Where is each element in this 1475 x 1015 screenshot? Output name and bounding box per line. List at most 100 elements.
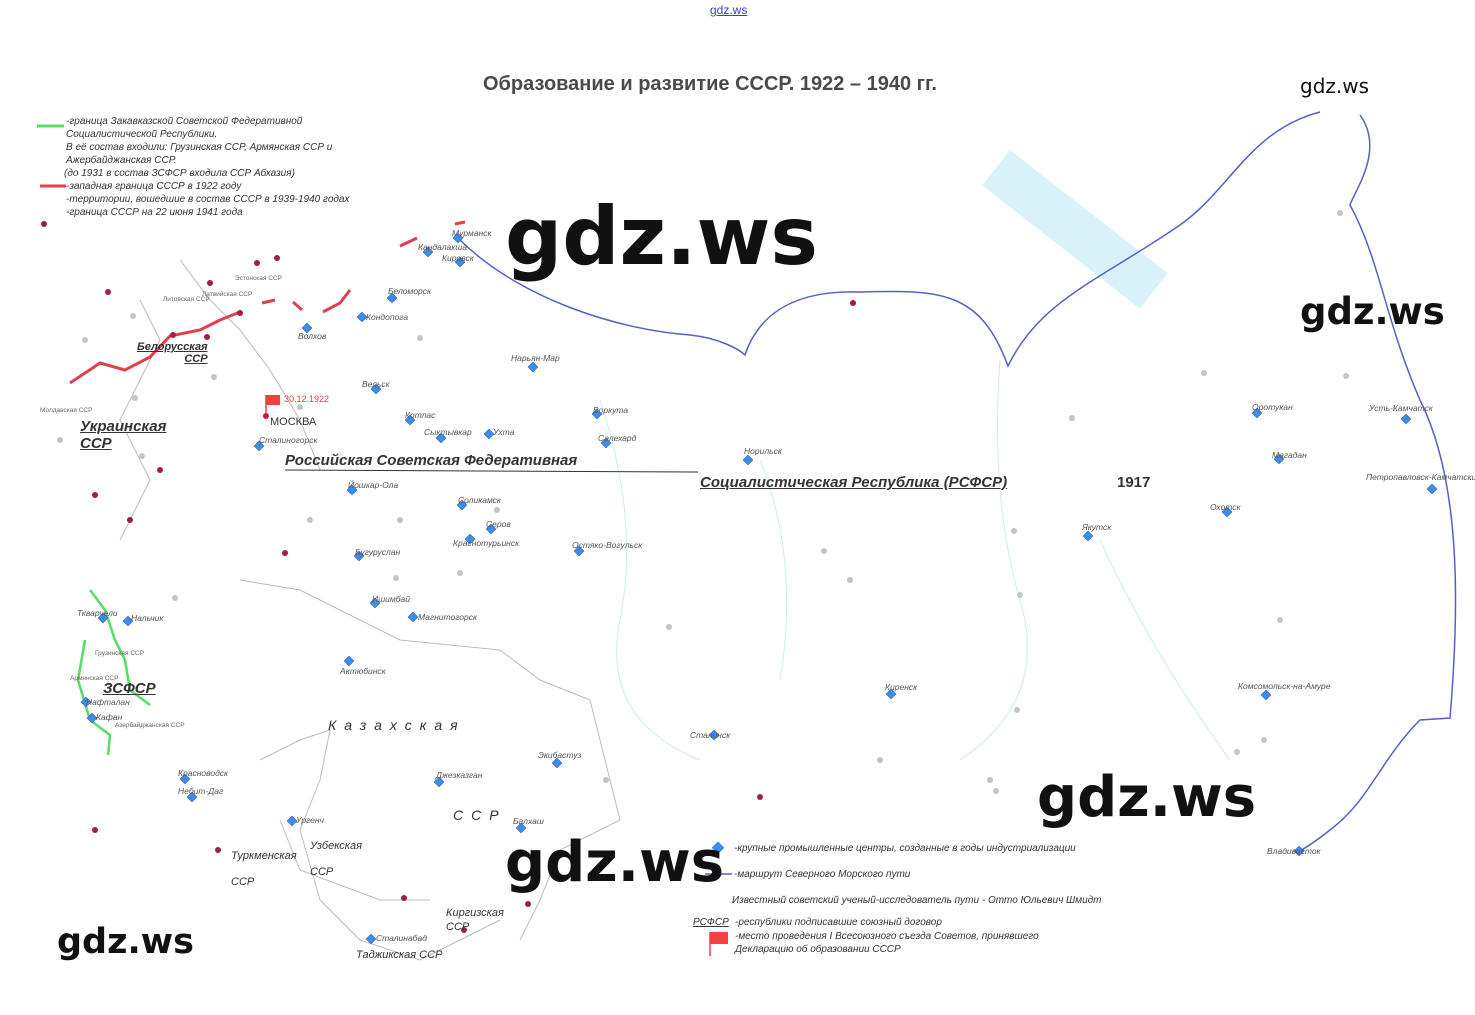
settlement-dot [821,548,827,554]
settlement-dot [139,453,145,459]
label-line: ССР [231,876,255,888]
watermark: gdz.ws [505,190,819,283]
turkmen-label: Туркменская ССР [231,843,297,895]
legend-line: Ажербайджанская ССР. [66,155,177,166]
settlement-dot [877,757,883,763]
kazakh-label-1: Казахская [328,717,466,733]
industrial-center-icon [122,615,134,627]
legend-diamond-icon [711,841,725,855]
territory-markers [57,210,1349,933]
industrial-center-icon [1426,483,1438,495]
city-label: Балхаш [513,816,544,826]
label-line: Киргизская [446,907,504,919]
ice-area [982,150,1168,309]
territory-dot [170,332,176,338]
city-label: Кировск [442,253,474,263]
industrial-center-icon [353,550,365,562]
industrial-center-icon [483,428,495,440]
city-label: Небит-Даг [178,786,224,796]
legend-zsfsr: -граница Закавказской Советской Федерати… [64,115,350,219]
west-border-1922 [69,220,466,385]
settlement-dot [82,337,88,343]
city-label: Сыктывкар [424,427,472,437]
industrial-center-icon [573,545,585,557]
industrial-center-icon [464,533,476,545]
settlement-dot [393,575,399,581]
legend-line: Декларацию об образовании СССР [735,944,901,955]
city-label: Нафталан [86,697,130,707]
industrial-center-icon [485,523,497,535]
label-line: ССР [184,353,208,365]
legend-sea-route: -маршрут Северного Морского пути [734,869,911,880]
settlement-dot [987,777,993,783]
northern-sea-route [457,111,1457,852]
industrial-center-icon [527,361,539,373]
industrial-center-icon [1400,413,1412,425]
watermark: gdz.ws [1037,765,1257,830]
legend-line: Социалистической Республики. [66,129,218,140]
city-label: Оротукан [1252,402,1293,412]
city-label: Магадан [1272,450,1307,460]
industrial-center-icon [301,322,313,334]
industrial-center-icon [1293,845,1305,857]
moscow-label: МОСКВА [270,416,317,428]
settlement-dot [1011,528,1017,534]
label-line: Украинская [80,418,167,435]
city-label: Актюбинск [340,666,386,676]
territory-dot [127,517,133,523]
territory-dot [157,467,163,473]
territory-dot [525,901,531,907]
territory-dot [274,255,280,261]
legend-line: (до 1931 в состав ЗСФСР входила ССР Абха… [64,168,295,179]
label-line: Белорусская [137,341,208,353]
city-label: Мурманск [452,228,492,238]
city-label: Якутск [1082,522,1112,532]
city-label: Ткварчели [77,608,118,618]
city-label: Кондопога [366,312,409,322]
moscow-dot [263,413,269,419]
industrial-center-icon [422,246,434,258]
city-label: Киренск [885,682,918,692]
rsfsr-label-1: Российская Советская Федеративная [285,452,578,469]
legend-line: -западная граница СССР в 1922 году [66,181,242,192]
rivers [599,359,1231,761]
belarus-label: Белорусская ССР [137,341,208,365]
industrial-center-icon [600,437,612,449]
industrial-center-icon [286,815,298,827]
city-label: Салехард [598,433,637,443]
territory-dot [401,895,407,901]
rsfsr-year: 1917 [1117,474,1151,491]
settlement-dot [1261,737,1267,743]
gdz-link[interactable]: gdz.ws [710,3,748,17]
industrial-center-icon [253,440,265,452]
industrial-center-icon [1251,407,1263,419]
industrial-center-icon [370,383,382,395]
industrial-center-icon [742,454,754,466]
city-label: Усть-Камчатск [1369,403,1433,413]
latvia-label: Латвийская ССР [202,291,253,298]
industrial-center-icon [186,791,198,803]
industrial-center-icon [343,655,355,667]
industrial-center-icon [708,729,720,741]
industrial-center-icon [179,773,191,785]
city-label: Кандалакша [418,242,468,252]
territory-dot [92,827,98,833]
rsfsr-label-2: Социалистическая Республика (РСФСР) [700,474,1008,491]
industrial-center-icon [454,256,466,268]
industrial-center-icon [435,432,447,444]
city-label: Краснотурьинск [453,538,520,548]
industrial-center-icon [452,232,464,244]
territory-dot [461,927,467,933]
legend-line: В её состав входили: Грузинская ССР, Арм… [66,142,333,153]
settlement-dot [1014,707,1020,713]
city-label: Норильск [744,446,782,456]
city-label: Ишимбай [372,594,410,604]
settlement-dot [847,577,853,583]
city-label: Нарьян-Мар [511,353,560,363]
settlement-dot [130,313,136,319]
territory-dot [237,310,243,316]
city-label: Комсомольск-на-Амуре [1238,681,1331,691]
industrial-center-icon [365,933,377,945]
map-title: Образование и развитие СССР. 1922 – 1940… [483,73,937,95]
